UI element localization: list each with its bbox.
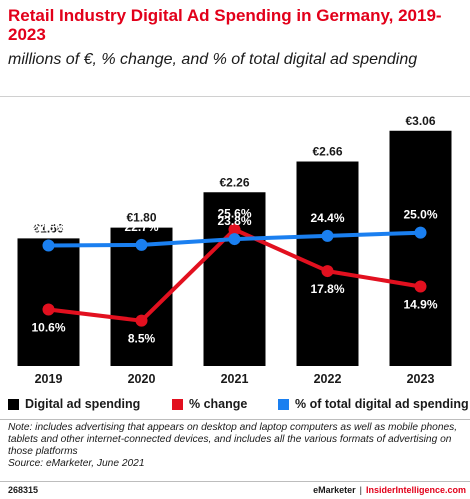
note-divider: [0, 419, 470, 420]
footer-divider: [0, 481, 470, 482]
point-label-change-2019: 10.6%: [31, 320, 65, 334]
x-tick-2023: 2023: [407, 372, 435, 386]
legend-item-spending: Digital ad spending: [8, 397, 140, 411]
chart-id: 268315: [8, 485, 39, 495]
bar-2021: [203, 192, 266, 366]
point-label-change-2021: 25.6%: [217, 206, 251, 220]
x-tick-2020: 2020: [128, 372, 156, 386]
point-share-2021: [228, 233, 241, 246]
point-change-2023: [414, 280, 427, 293]
bar-label-2020: €1.80: [126, 211, 156, 225]
point-change-2019: [42, 303, 55, 316]
bar-2019: [17, 238, 80, 366]
bar-2022: [296, 161, 359, 366]
point-share-2020: [135, 238, 148, 251]
point-change-2022: [321, 265, 334, 278]
x-tick-2019: 2019: [35, 372, 63, 386]
chart-note: Note: includes advertising that appears …: [8, 422, 466, 470]
point-label-share-2023: 25.0%: [403, 208, 437, 222]
point-share-2022: [321, 229, 334, 242]
point-change-2020: [135, 314, 148, 327]
point-label-share-2022: 24.4%: [310, 211, 344, 225]
point-label-share-2021: 23.8%: [217, 214, 251, 228]
legend-swatch-share: [278, 398, 289, 410]
x-tick-2022: 2022: [314, 372, 342, 386]
note-text: Note: includes advertising that appears …: [8, 422, 458, 457]
header-divider: [0, 96, 470, 97]
point-change-2021: [228, 223, 241, 236]
combo-chart: €1.66 2019 €1.80 2020 €2.26 2021 €2.66 2022 €3.0…: [17, 114, 452, 386]
bar-label-2023: €3.06: [405, 114, 435, 128]
bar-label-2019: €1.66: [33, 221, 63, 235]
legend-label-spending: Digital ad spending: [25, 397, 141, 411]
footer-brand: eMarketer | InsiderIntelligence.com: [313, 483, 466, 497]
point-share-2023: [414, 226, 427, 239]
bar-label-2021: €2.26: [219, 175, 249, 189]
legend-swatch-spending: [8, 398, 19, 410]
legend-item-share: % of total digital ad spending: [278, 397, 469, 411]
point-label-change-2023: 14.9%: [403, 298, 437, 312]
brand-separator: |: [359, 485, 362, 495]
point-label-change-2020: 8.5%: [128, 332, 156, 346]
point-label-share-2019: 22.6%: [31, 220, 65, 234]
x-tick-2021: 2021: [221, 372, 249, 386]
brand-emarketer: eMarketer: [313, 485, 356, 495]
bar-2023: [389, 130, 452, 366]
brand-insider-intelligence: InsiderIntelligence.com: [365, 485, 466, 495]
legend-label-share: % of total digital ad spending: [295, 397, 469, 411]
point-label-share-2020: 22.7%: [124, 220, 158, 234]
point-share-2019: [42, 239, 55, 252]
chart-legend: Digital ad spending % change % of total …: [0, 393, 470, 415]
point-label-change-2022: 17.8%: [310, 282, 344, 296]
chart-title: Retail Industry Digital Ad Spending in G…: [8, 6, 442, 44]
legend-swatch-change: [172, 398, 183, 410]
legend-label-change: % change: [189, 397, 248, 411]
chart-subtitle: millions of €, % change, and % of total …: [8, 51, 418, 68]
legend-item-change: % change: [172, 397, 247, 411]
source-text: Source: eMarketer, June 2021: [8, 458, 145, 469]
bar-label-2022: €2.66: [312, 145, 342, 159]
